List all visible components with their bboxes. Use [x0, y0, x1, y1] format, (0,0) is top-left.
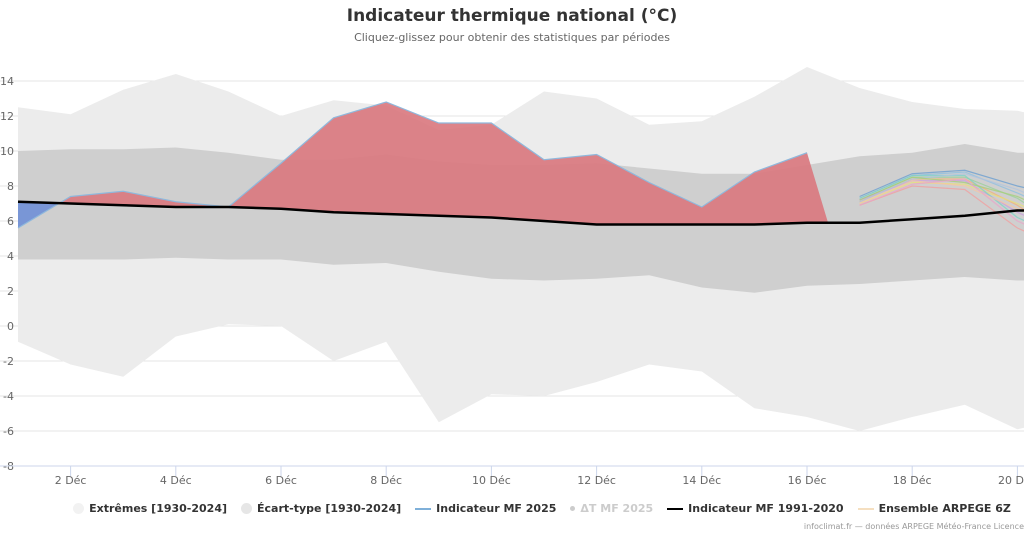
legend-item[interactable]: Écart-type [1930-2024]: [241, 502, 401, 515]
ensemble-member-line: [859, 169, 1024, 198]
ensemble-member-line: [859, 174, 1024, 222]
chart-subtitle: Cliquez-glissez pour obtenir des statist…: [354, 31, 670, 44]
ensemble-member-line: [859, 173, 1024, 203]
chart-title: Indicateur thermique national (°C): [346, 6, 678, 26]
legend-label: Ensemble ARPEGE 6Z: [878, 502, 1011, 515]
legend-item[interactable]: Extrêmes [1930-2024]: [73, 502, 227, 515]
legend-item[interactable]: ΔT MF 2025: [570, 502, 653, 515]
legend-item[interactable]: Indicateur MF 2025: [415, 502, 556, 515]
ensemble-member-line: [859, 185, 1024, 232]
x-tick-label: 4 Déc: [160, 474, 192, 487]
legend-item[interactable]: Indicateur MF 1991-2020: [667, 502, 844, 515]
x-tick-label: 18 Déc: [893, 474, 932, 487]
legend: Extrêmes [1930-2024] Écart-type [1930-202…: [0, 502, 1024, 515]
legend-dot-icon: [570, 506, 576, 511]
x-tick-label: 10 Déc: [472, 474, 511, 487]
legend-line-icon: [415, 507, 432, 510]
x-tick-label: 8 Déc: [370, 474, 402, 487]
x-tick-label: 2 Déc: [55, 474, 87, 487]
y-tick-label: 4: [7, 250, 14, 263]
y-tick-label: 12: [0, 110, 14, 123]
legend-dot-icon: [241, 503, 253, 514]
legend-label: Indicateur MF 2025: [436, 502, 557, 515]
anomaly-above-area: [18, 102, 829, 225]
x-tick-label: 6 Déc: [265, 474, 297, 487]
legend-label: Indicateur MF 1991-2020: [688, 502, 844, 515]
y-tick-label: 8: [7, 180, 14, 193]
normal-1991-2020-line: [17, 200, 1024, 226]
y-tick-label: -6: [3, 425, 14, 438]
x-tick-label: 20 Déc: [998, 474, 1024, 487]
ensemble-member-line: [859, 178, 1024, 225]
y-tick-label: -4: [3, 390, 14, 403]
legend-label: ΔT MF 2025: [580, 502, 654, 515]
legend-label: Extrêmes [1930-2024]: [89, 502, 228, 515]
ensemble-member-line: [859, 181, 1024, 208]
legend-item[interactable]: Ensemble ARPEGE 6Z: [857, 502, 1011, 515]
y-tick-label: 14: [0, 75, 14, 88]
y-tick-label: 6: [7, 215, 14, 228]
legend-label: Écart-type [1930-2024]: [257, 502, 402, 515]
legend-dot-icon: [73, 503, 85, 514]
legend-line-icon: [857, 507, 874, 510]
ensemble-member-line: [859, 176, 1024, 201]
y-tick-label: 2: [7, 285, 14, 298]
mf-2025-line: [17, 101, 808, 229]
credits-link[interactable]: infoclimat.fr — données ARPEGE Météo-Fra…: [803, 522, 1024, 531]
y-tick-label: 10: [0, 145, 14, 158]
y-tick-label: 0: [7, 320, 14, 333]
x-tick-label: 16 Déc: [788, 474, 827, 487]
legend-line-icon: [667, 507, 684, 510]
x-tick-label: 14 Déc: [682, 474, 721, 487]
x-tick-label: 12 Déc: [577, 474, 616, 487]
y-tick-label: -2: [3, 355, 14, 368]
